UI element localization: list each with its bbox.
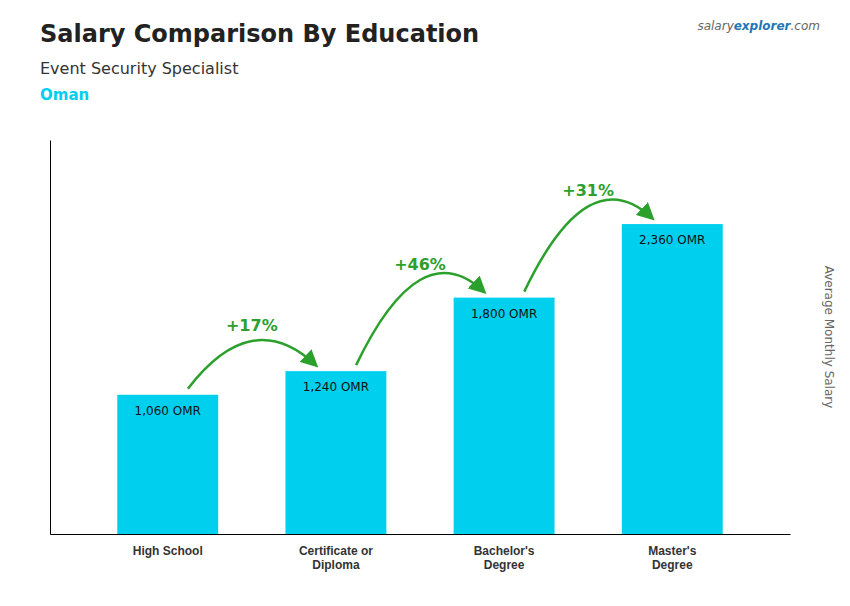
bar [117, 395, 218, 534]
bars [117, 224, 722, 534]
x-tick-label-line: High School [133, 544, 203, 558]
annotations: +17% +46% +31% [188, 181, 652, 388]
x-tick-label: Bachelor'sDegree [474, 544, 535, 572]
source-part: .com [791, 19, 820, 33]
bar [285, 371, 386, 534]
data-label: 1,800 OMR [471, 307, 537, 321]
country: Oman [40, 86, 89, 104]
data-label: 2,360 OMR [639, 233, 705, 247]
chart: Salary Comparison By Education Event Secu… [0, 0, 850, 606]
bar [622, 224, 723, 534]
subtitle: Event Security Specialist [40, 59, 238, 78]
y-axis-line [50, 141, 51, 535]
change-label: +46% [394, 255, 446, 274]
change-arrow [524, 199, 652, 291]
x-tick-label: Master'sDegree [648, 544, 697, 572]
data-labels: 1,060 OMR 1,240 OMR 1,800 OMR 2,360 OMR [135, 233, 706, 418]
change-arrow [356, 273, 484, 365]
y-axis [50, 141, 51, 535]
title: Salary Comparison By Education [40, 20, 479, 48]
x-tick: Master'sDegree [648, 544, 697, 572]
y-axis-title: Average Monthly Salary [822, 266, 836, 409]
change-arrow [188, 340, 316, 389]
change-label: +31% [562, 181, 614, 200]
x-tick: High School [133, 544, 203, 558]
x-axis-line [51, 534, 791, 535]
x-tick-label-line: Diploma [312, 558, 360, 572]
bar [454, 298, 555, 534]
x-tick-label-line: Degree [484, 558, 525, 572]
data-label: 1,240 OMR [303, 380, 369, 394]
x-tick-label-line: Bachelor's [474, 544, 535, 558]
x-tick: Bachelor'sDegree [474, 544, 535, 572]
x-tick-label: Certificate orDiploma [299, 544, 373, 572]
x-axis: High School Certificate orDiploma Bachelor… [51, 535, 791, 572]
x-tick-label-line: Master's [648, 544, 697, 558]
source-part: salary [697, 19, 734, 33]
x-tick: Certificate orDiploma [299, 544, 373, 572]
x-tick-label-line: Certificate or [299, 544, 373, 558]
source: salaryexplorer.com [697, 19, 820, 33]
x-tick-label-line: Degree [652, 558, 693, 572]
source-part: explorer [734, 19, 792, 33]
change-label: +17% [226, 316, 278, 335]
plot: High School Certificate orDiploma Bachelor… [51, 141, 791, 572]
data-label: 1,060 OMR [135, 404, 201, 418]
x-tick-label: High School [133, 544, 203, 558]
